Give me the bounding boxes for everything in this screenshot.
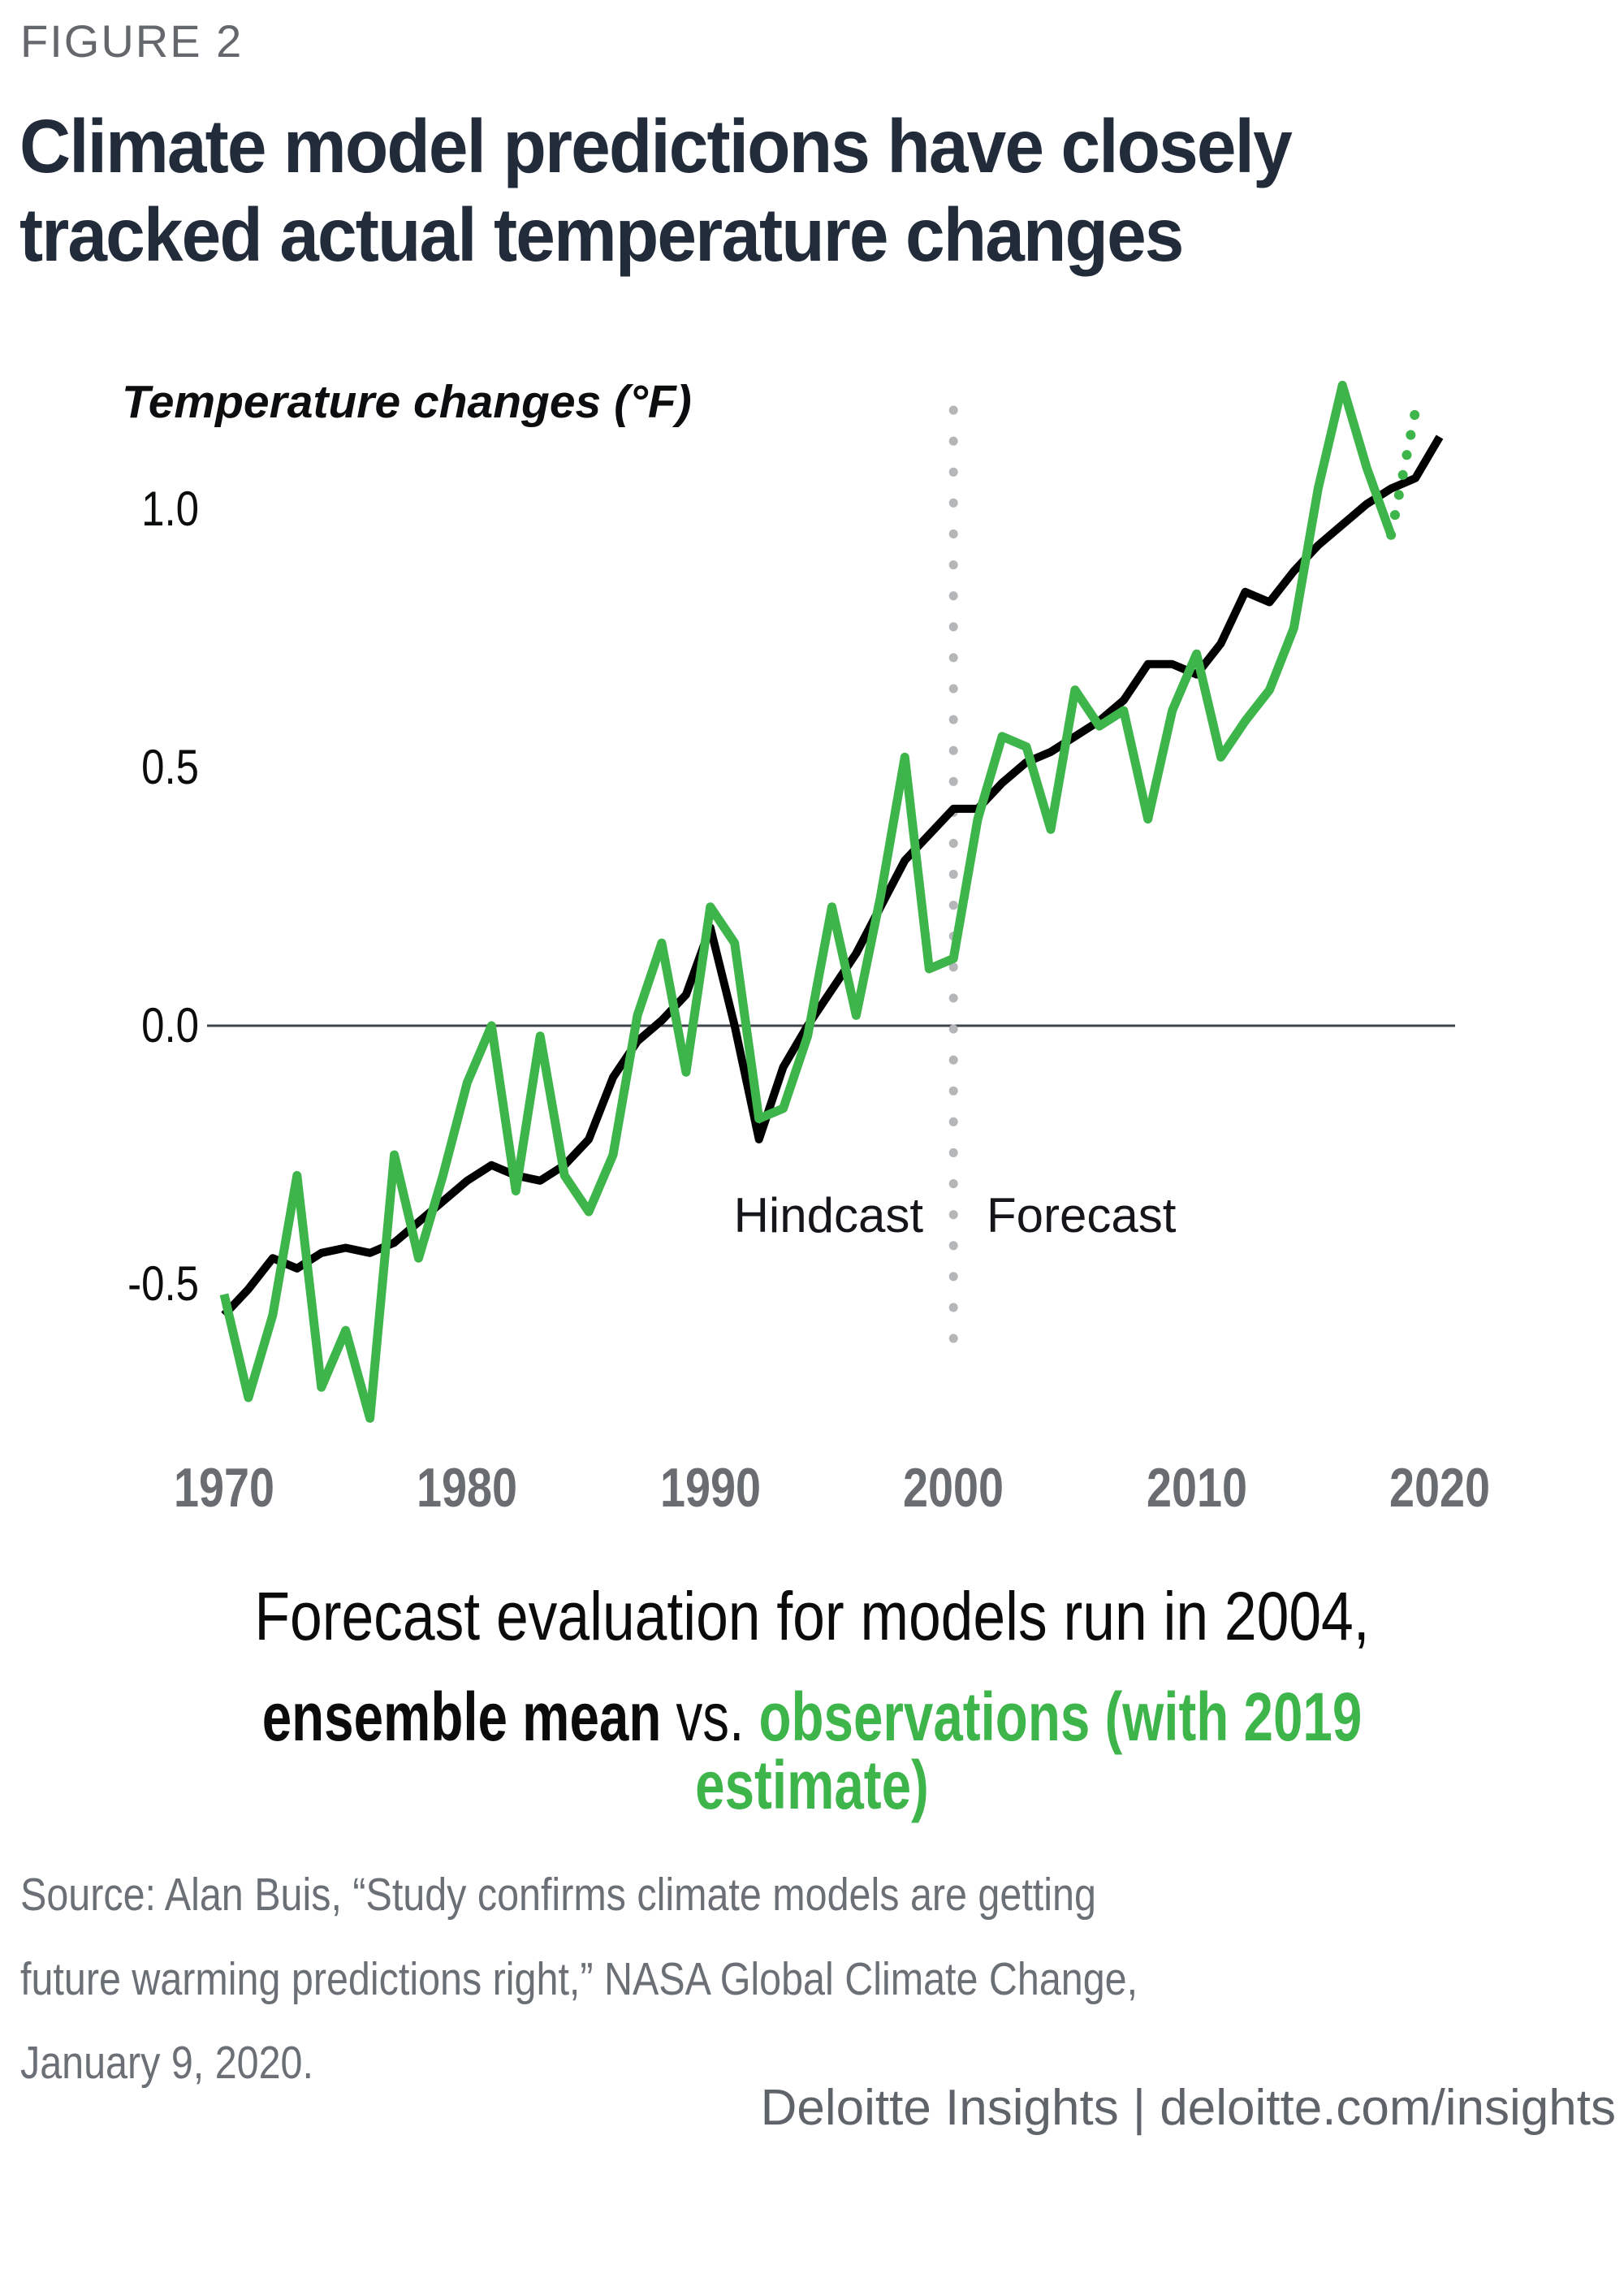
observations-line — [219, 380, 1396, 1423]
y-axis-tick: 1.0 — [141, 482, 199, 536]
y-axis-tick: -0.5 — [127, 1256, 199, 1311]
legend-vs: vs. — [661, 1679, 759, 1755]
x-axis-tick: 2020 — [1389, 1457, 1491, 1519]
source-line-3: January 9, 2020. — [20, 2037, 313, 2090]
caption-line-1: Forecast evaluation for models run in 20… — [254, 1578, 1370, 1654]
legend-ensemble-mean: ensemble mean — [261, 1679, 662, 1755]
title-line-2: tracked actual temperature changes — [19, 192, 1184, 277]
2019-estimate-line — [1386, 406, 1421, 540]
y-axis-title: Temperature changes (°F) — [122, 376, 692, 428]
forecast-annotation: Forecast — [987, 1188, 1177, 1243]
y-axis-tick: 0.5 — [141, 740, 199, 794]
x-axis-tick: 2010 — [1146, 1457, 1248, 1519]
x-axis-tick: 1990 — [659, 1457, 762, 1519]
figure-number-label: FIGURE 2 — [20, 15, 244, 67]
hindcast-annotation: Hindcast — [733, 1188, 923, 1243]
page-title: Climate model predictions have closely t… — [19, 102, 1293, 279]
caption-line-2: ensemble mean vs. observations (with 201… — [179, 1683, 1445, 1819]
deloitte-insights-footer: Deloitte Insights | deloitte.com/insight… — [760, 2080, 1616, 2136]
source-note: Source: Alan Buis, “Study confirms clima… — [20, 1853, 1138, 2106]
source-line-2: future warming predictions right,” NASA … — [20, 1952, 1138, 2005]
x-axis-tick: 2000 — [902, 1457, 1004, 1519]
x-axis-tick: 1970 — [173, 1457, 275, 1519]
source-line-1: Source: Alan Buis, “Study confirms clima… — [20, 1869, 1096, 1921]
y-axis-tick: 0.0 — [141, 998, 199, 1053]
title-line-1: Climate model predictions have closely — [19, 104, 1293, 188]
x-axis-tick: 1980 — [416, 1457, 518, 1519]
ensemble-mean-line — [221, 434, 1444, 1318]
legend-observations: observations (with 2019 estimate) — [695, 1679, 1363, 1823]
